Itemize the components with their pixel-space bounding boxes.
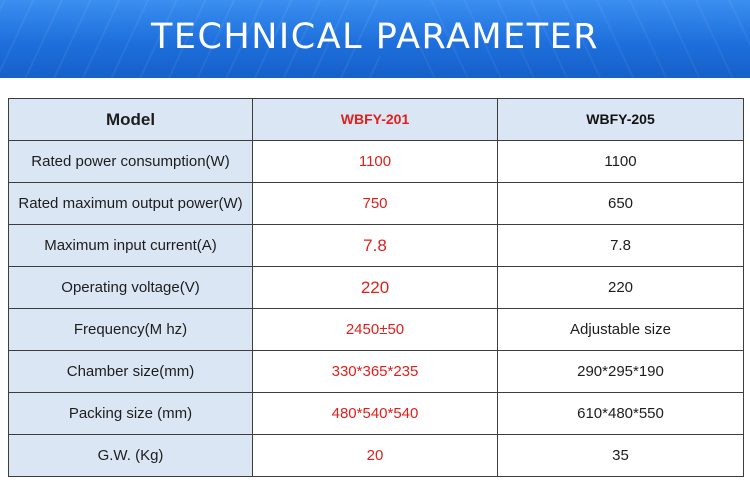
- table-header-row: Model WBFY-201 WBFY-205: [8, 98, 744, 141]
- table-row: Maximum input current(A) 7.8 7.8: [8, 224, 744, 267]
- cell-wbfy-205: 1100: [497, 140, 744, 183]
- row-label: Frequency(M hz): [8, 308, 253, 351]
- table-row: G.W. (Kg) 20 35: [8, 434, 744, 477]
- cell-wbfy-201: 20: [252, 434, 498, 477]
- cell-wbfy-205: 650: [497, 182, 744, 225]
- cell-wbfy-205: 290*295*190: [497, 350, 744, 393]
- cell-wbfy-205: 220: [497, 266, 744, 309]
- cell-wbfy-201: 220: [252, 266, 498, 309]
- row-label: Packing size (mm): [8, 392, 253, 435]
- row-label: G.W. (Kg): [8, 434, 253, 477]
- row-label: Chamber size(mm): [8, 350, 253, 393]
- cell-wbfy-201: 1100: [252, 140, 498, 183]
- cell-wbfy-205: 7.8: [497, 224, 744, 267]
- page-title: TECHNICAL PARAMETER: [150, 17, 600, 57]
- cell-wbfy-201: 7.8: [252, 224, 498, 267]
- row-label: Maximum input current(A): [8, 224, 253, 267]
- header-model-wbfy-205: WBFY-205: [497, 98, 744, 141]
- table-row: Operating voltage(V) 220 220: [8, 266, 744, 309]
- row-label: Rated maximum output power(W): [8, 182, 253, 225]
- title-banner: TECHNICAL PARAMETER: [0, 0, 750, 78]
- header-model-wbfy-201: WBFY-201: [252, 98, 498, 141]
- cell-wbfy-205: 35: [497, 434, 744, 477]
- cell-wbfy-205: 610*480*550: [497, 392, 744, 435]
- row-label: Operating voltage(V): [8, 266, 253, 309]
- table-row: Rated maximum output power(W) 750 650: [8, 182, 744, 225]
- cell-wbfy-201: 2450±50: [252, 308, 498, 351]
- cell-wbfy-201: 330*365*235: [252, 350, 498, 393]
- row-label: Rated power consumption(W): [8, 140, 253, 183]
- spec-table: Model WBFY-201 WBFY-205 Rated power cons…: [8, 98, 744, 477]
- table-row: Chamber size(mm) 330*365*235 290*295*190: [8, 350, 744, 393]
- header-model-label: Model: [8, 98, 253, 141]
- table-row: Rated power consumption(W) 1100 1100: [8, 140, 744, 183]
- cell-wbfy-205: Adjustable size: [497, 308, 744, 351]
- cell-wbfy-201: 480*540*540: [252, 392, 498, 435]
- table-row: Packing size (mm) 480*540*540 610*480*55…: [8, 392, 744, 435]
- table-row: Frequency(M hz) 2450±50 Adjustable size: [8, 308, 744, 351]
- cell-wbfy-201: 750: [252, 182, 498, 225]
